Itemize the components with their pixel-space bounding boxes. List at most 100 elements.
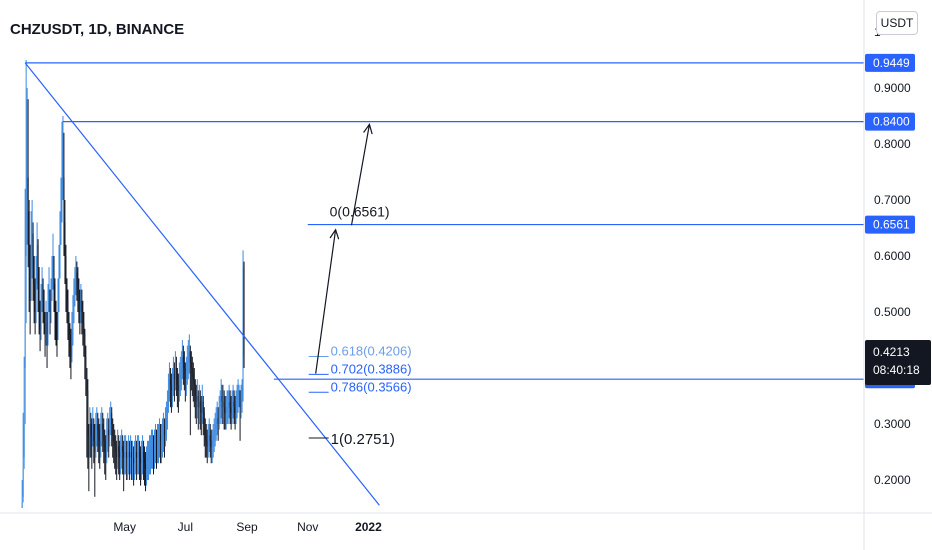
candle bbox=[240, 384, 242, 419]
candle bbox=[208, 418, 210, 452]
candle-body bbox=[142, 452, 144, 458]
candle bbox=[218, 396, 220, 430]
candle bbox=[117, 429, 119, 469]
candle-body bbox=[99, 440, 101, 447]
candle bbox=[203, 407, 205, 447]
candle-body bbox=[159, 435, 160, 441]
candle bbox=[192, 362, 194, 402]
candle-body bbox=[97, 424, 99, 430]
candle bbox=[152, 429, 154, 469]
candle-body bbox=[147, 457, 148, 464]
price-label-text: 0.6561 bbox=[873, 218, 910, 232]
candle-body bbox=[33, 256, 35, 284]
candle bbox=[182, 345, 184, 385]
candle-body bbox=[200, 407, 202, 413]
candle bbox=[51, 256, 53, 301]
candle bbox=[89, 407, 91, 458]
candle-body bbox=[88, 435, 90, 458]
candle-body bbox=[89, 424, 91, 458]
candle bbox=[222, 384, 224, 424]
candle bbox=[108, 418, 110, 458]
candle-body bbox=[121, 446, 123, 452]
projection-arrow[interactable] bbox=[315, 228, 340, 374]
trendline[interactable] bbox=[24, 62, 380, 506]
candle-body bbox=[163, 429, 164, 436]
candle bbox=[59, 211, 61, 279]
candle-body bbox=[218, 412, 220, 424]
candle bbox=[94, 424, 96, 497]
candle bbox=[209, 424, 211, 458]
candle-body bbox=[235, 407, 237, 413]
candle-body bbox=[108, 429, 110, 436]
price-label-text: 0.8400 bbox=[873, 115, 910, 129]
candle-body bbox=[153, 446, 154, 452]
candle bbox=[144, 446, 146, 486]
candle-body bbox=[222, 401, 224, 403]
candle-body bbox=[238, 390, 240, 396]
countdown-timer: 08:40:18 bbox=[873, 363, 920, 377]
candle-body bbox=[60, 200, 62, 245]
candle-body bbox=[216, 418, 218, 424]
candle-body bbox=[141, 457, 143, 464]
candle bbox=[75, 256, 77, 296]
candle bbox=[40, 284, 42, 340]
candle-body bbox=[75, 272, 77, 284]
candle bbox=[26, 88, 28, 245]
time-axis[interactable]: May Jul Sep Nov 2022 bbox=[113, 520, 382, 534]
candle bbox=[228, 384, 230, 419]
candle bbox=[91, 418, 93, 469]
candle-body bbox=[32, 222, 34, 256]
candle-body bbox=[225, 412, 227, 414]
candle bbox=[196, 379, 198, 419]
candle-body bbox=[154, 446, 155, 452]
candle bbox=[126, 440, 128, 480]
candle-body bbox=[236, 401, 238, 408]
candle-body bbox=[226, 407, 228, 413]
candle-body bbox=[139, 452, 141, 458]
candle bbox=[64, 200, 66, 284]
candle-body bbox=[219, 407, 221, 413]
candle-body bbox=[72, 323, 74, 340]
candle-body bbox=[55, 312, 57, 324]
candle-body bbox=[165, 424, 166, 436]
candle-body bbox=[196, 396, 198, 402]
candle-body bbox=[167, 390, 169, 408]
candle bbox=[71, 312, 73, 363]
candle-body bbox=[116, 452, 118, 458]
candle-body bbox=[109, 424, 111, 436]
candle bbox=[143, 440, 145, 480]
candle bbox=[195, 384, 197, 424]
candle-body bbox=[145, 463, 146, 469]
candle-body bbox=[71, 340, 73, 357]
candle bbox=[27, 99, 29, 268]
candle bbox=[120, 435, 122, 475]
candle-body bbox=[232, 401, 234, 408]
candle bbox=[239, 390, 241, 441]
fibonacci-retracement[interactable]: 0(0.6561) 0.618(0.4206) 0.702(0.3886) 0.786… bbox=[308, 204, 412, 448]
projection-arrow[interactable] bbox=[350, 123, 373, 226]
candle-body bbox=[215, 424, 217, 430]
candle bbox=[53, 256, 55, 312]
candle bbox=[159, 424, 161, 464]
candle-body bbox=[181, 356, 183, 368]
candle bbox=[130, 435, 132, 475]
candle bbox=[74, 267, 76, 307]
price-axis[interactable]: 0.2000 0.3000 0.5000 0.6000 0.7000 0.8000 0.90… bbox=[874, 25, 911, 487]
candle bbox=[118, 435, 120, 475]
currency-button[interactable]: USDT bbox=[876, 11, 918, 35]
fib-label-0: 0(0.6561) bbox=[330, 204, 390, 220]
candle bbox=[169, 368, 171, 408]
candle-body bbox=[210, 440, 212, 447]
candle bbox=[129, 440, 131, 480]
candle bbox=[43, 289, 45, 335]
drawing-lines[interactable] bbox=[24, 62, 864, 506]
candle bbox=[132, 440, 134, 480]
candle-body bbox=[189, 351, 191, 363]
candle-body bbox=[144, 457, 146, 464]
candle bbox=[60, 177, 62, 245]
projection-arrows[interactable] bbox=[315, 123, 373, 374]
time-tick-label: 2022 bbox=[355, 520, 382, 534]
candle bbox=[153, 435, 155, 475]
candle bbox=[49, 289, 51, 335]
